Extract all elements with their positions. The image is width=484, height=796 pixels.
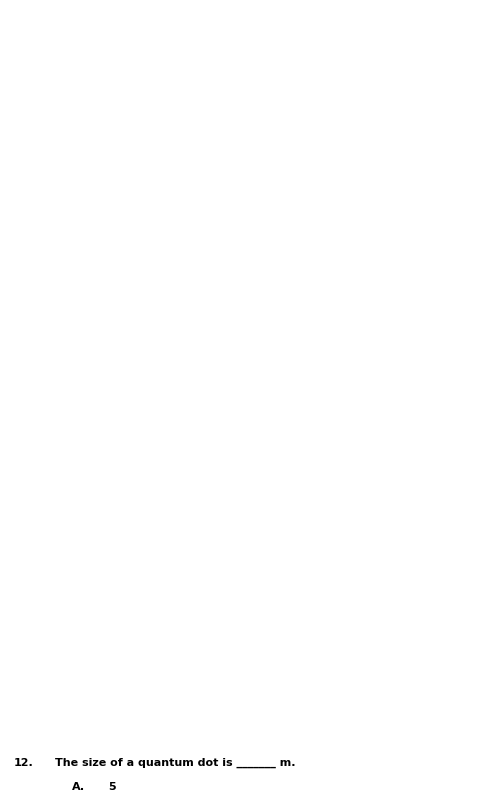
Text: A.: A. xyxy=(72,782,85,793)
Text: 5: 5 xyxy=(108,782,115,793)
Text: The size of a quantum dot is _______ m.: The size of a quantum dot is _______ m. xyxy=(55,758,295,768)
Text: 12.: 12. xyxy=(14,758,34,768)
